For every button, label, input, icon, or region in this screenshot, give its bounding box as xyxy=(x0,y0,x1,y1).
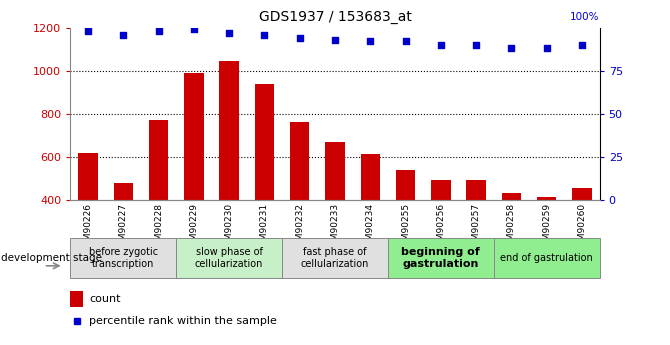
Point xyxy=(224,30,234,36)
Bar xyxy=(326,142,344,286)
Bar xyxy=(537,197,556,286)
Text: fast phase of
cellularization: fast phase of cellularization xyxy=(301,247,369,269)
Text: percentile rank within the sample: percentile rank within the sample xyxy=(89,316,277,326)
Bar xyxy=(149,120,168,286)
Point xyxy=(471,42,482,48)
Point xyxy=(400,39,411,44)
Text: 100%: 100% xyxy=(570,12,600,21)
Bar xyxy=(502,193,521,286)
Bar xyxy=(494,238,600,278)
Bar xyxy=(184,73,204,286)
Point xyxy=(153,28,164,34)
Bar xyxy=(255,84,274,286)
Bar xyxy=(396,170,415,286)
Text: count: count xyxy=(89,294,121,304)
Bar xyxy=(282,238,388,278)
Point xyxy=(294,35,305,41)
Point xyxy=(506,46,517,51)
Point xyxy=(436,42,446,48)
Point xyxy=(577,42,588,48)
Bar xyxy=(431,180,450,286)
Point xyxy=(365,39,376,44)
Point xyxy=(541,46,552,51)
Bar xyxy=(572,188,592,286)
Text: beginning of
gastrulation: beginning of gastrulation xyxy=(401,247,480,269)
Text: before zygotic
transcription: before zygotic transcription xyxy=(88,247,158,269)
Bar xyxy=(388,238,494,278)
Bar xyxy=(290,122,310,286)
Bar xyxy=(70,238,176,278)
Text: end of gastrulation: end of gastrulation xyxy=(500,253,593,263)
Bar xyxy=(114,183,133,286)
Bar xyxy=(78,152,98,286)
Bar xyxy=(360,154,380,286)
Text: development stage: development stage xyxy=(1,253,103,263)
Point xyxy=(259,32,270,37)
Point xyxy=(330,37,340,42)
Text: slow phase of
cellularization: slow phase of cellularization xyxy=(195,247,263,269)
Point xyxy=(82,28,93,34)
Bar xyxy=(466,180,486,286)
Bar xyxy=(70,291,83,306)
Bar xyxy=(176,238,282,278)
Point xyxy=(188,27,199,32)
Bar xyxy=(220,61,239,286)
Title: GDS1937 / 153683_at: GDS1937 / 153683_at xyxy=(259,10,411,24)
Point xyxy=(118,32,129,37)
